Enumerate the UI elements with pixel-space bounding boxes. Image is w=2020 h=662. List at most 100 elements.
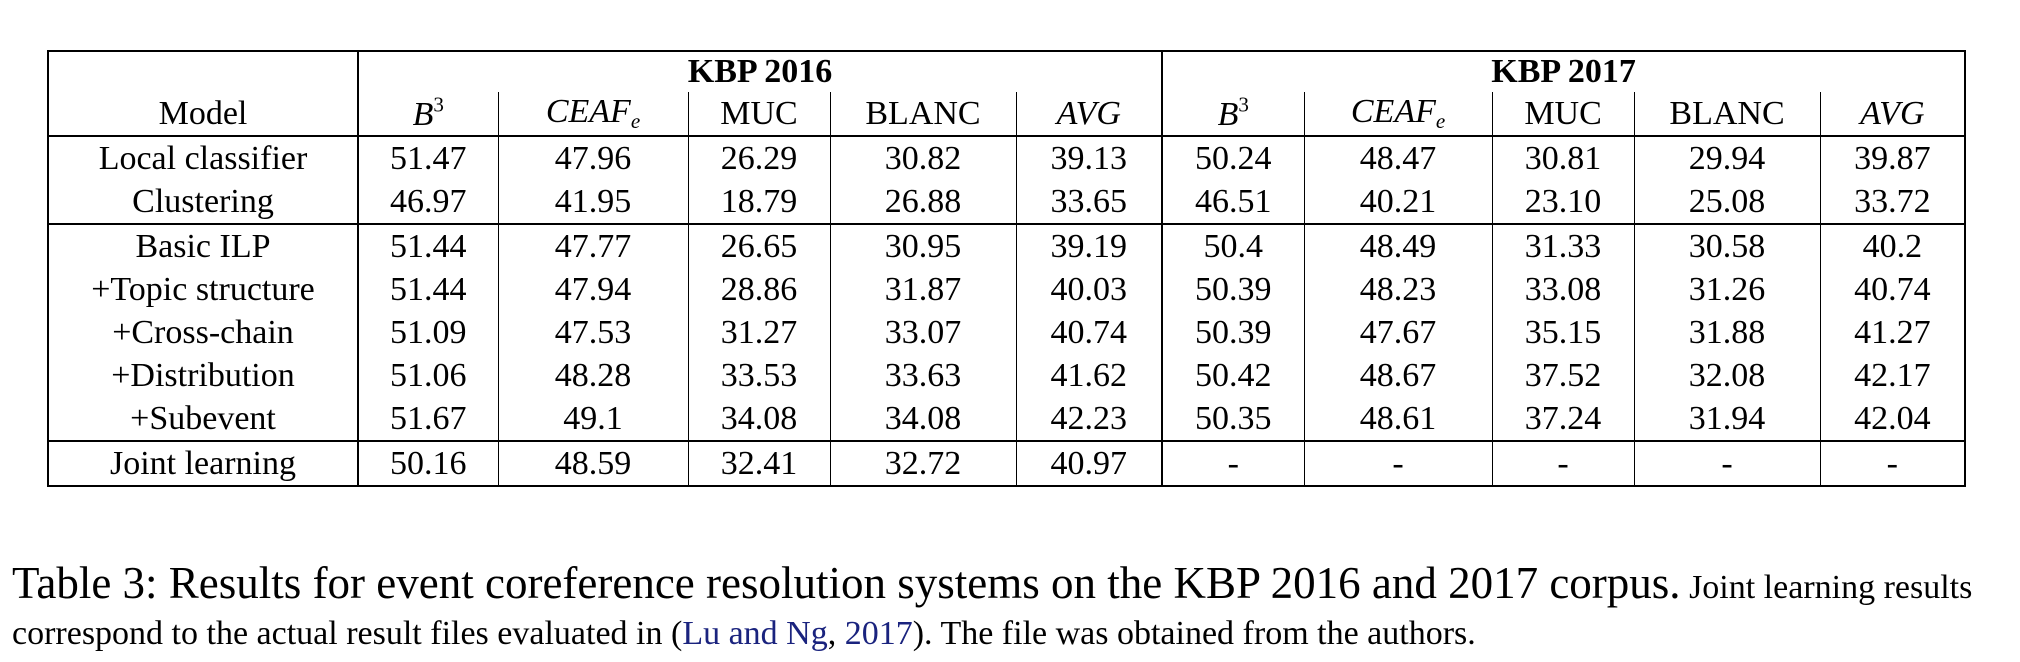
model-name-cell: +Topic structure [47,268,358,311]
model-name-cell: Clustering [47,180,358,224]
metric-header-kbp2017-ceaf: CEAFe [1303,92,1493,137]
metric-symbol: B3 [1217,92,1249,134]
score-cell: 39.13 [1015,136,1163,180]
score-cell: 40.21 [1303,180,1493,224]
score-cell: 41.62 [1015,354,1163,397]
score-cell: 31.94 [1633,397,1821,441]
score-cell: 30.58 [1633,223,1821,268]
score-cell: 51.09 [357,311,498,354]
model-name-cell: Local classifier [47,136,358,180]
metric-symbol: CEAFe [1350,93,1446,133]
metric-symbol: BLANC [1669,94,1785,132]
metric-symbol: BLANC [865,94,981,132]
score-cell: 48.59 [497,440,688,487]
score-cell: 33.07 [829,311,1016,354]
score-cell: 30.81 [1491,136,1635,180]
table-row: Basic ILP 51.44 47.77 26.65 30.95 39.19 50.4 48… [47,223,1967,268]
table-row: +Topic structure 51.44 47.94 28.86 31.87 40.0… [47,268,1967,311]
score-cell: 33.53 [687,354,830,397]
score-cell: 51.47 [357,136,498,180]
caption-note-after: ). The file was obtained from the author… [912,615,1476,652]
model-name-cell: +Cross-chain [47,311,358,354]
model-name-cell: +Distribution [47,354,358,397]
score-cell: 37.24 [1491,397,1635,441]
score-cell: 46.97 [357,180,498,224]
score-cell: 40.2 [1819,223,1967,268]
score-cell: 47.67 [1303,311,1493,354]
score-cell: 23.10 [1491,180,1635,224]
score-cell: 51.06 [357,354,498,397]
score-cell: 33.72 [1819,180,1967,224]
score-cell: - [1633,440,1821,487]
score-cell: 42.17 [1819,354,1967,397]
score-cell: 31.87 [829,268,1016,311]
model-name-cell: Basic ILP [47,223,358,268]
results-table: KBP 2016 KBP 2017 Model B3 CEAFe MUC BLANC A… [47,50,1967,487]
score-cell: - [1161,440,1305,487]
score-cell: 37.52 [1491,354,1635,397]
score-cell: 49.1 [497,397,688,441]
score-cell: 31.33 [1491,223,1635,268]
metric-header-row: Model B3 CEAFe MUC BLANC AVG B3 CEAFe MUC BLANC A… [47,92,1967,137]
metric-symbol: B3 [412,92,444,134]
score-cell: 50.35 [1161,397,1305,441]
score-cell: 42.23 [1015,397,1163,441]
score-cell: 35.15 [1491,311,1635,354]
score-cell: 18.79 [687,180,830,224]
score-cell: 40.97 [1015,440,1163,487]
score-cell: 31.27 [687,311,830,354]
score-cell: 39.19 [1015,223,1163,268]
metric-symbol: AVG [1860,94,1925,132]
score-cell: 32.41 [687,440,830,487]
score-cell: 51.44 [357,223,498,268]
citation-year-link[interactable]: 2017 [844,615,913,652]
score-cell: 46.51 [1161,180,1305,224]
score-cell: 50.42 [1161,354,1305,397]
metric-header-kbp2016-b: B3 [357,92,498,137]
metric-header-kbp2017-muc: MUC [1491,92,1635,137]
score-cell: 40.74 [1819,268,1967,311]
score-cell: 33.63 [829,354,1016,397]
score-cell: 48.28 [497,354,688,397]
score-cell: 39.87 [1819,136,1967,180]
table-row: Joint learning 50.16 48.59 32.41 32.72 40.97-… [47,440,1967,487]
score-cell: 32.72 [829,440,1016,487]
score-cell: 40.03 [1015,268,1163,311]
score-cell: 50.16 [357,440,498,487]
score-cell: - [1491,440,1635,487]
score-cell: 47.94 [497,268,688,311]
caption-main: Table 3: Results for event coreference r… [12,558,1681,608]
metric-header-kbp2016-muc: MUC [687,92,830,137]
table-row: Clustering 46.97 41.95 18.79 26.88 33.65 46.51… [47,180,1967,224]
score-cell: 28.86 [687,268,830,311]
table-row: +Distribution 51.06 48.28 33.53 33.63 41.62 50… [47,354,1967,397]
score-cell: 31.26 [1633,268,1821,311]
group-header-kbp2016: KBP 2016 [356,50,1163,92]
score-cell: 50.39 [1161,311,1305,354]
score-cell: 50.39 [1161,268,1305,311]
metric-header-kbp2017-blanc: BLANC [1633,92,1821,137]
score-cell: 48.49 [1303,223,1493,268]
metric-symbol: CEAFe [545,93,641,133]
citation-authors-link[interactable]: Lu and Ng [682,615,828,652]
score-cell: 26.65 [687,223,830,268]
score-cell: 51.67 [357,397,498,441]
score-cell: 32.08 [1633,354,1821,397]
score-cell: 48.61 [1303,397,1493,441]
model-header: Model [47,92,358,137]
score-cell: 51.44 [357,268,498,311]
metric-symbol: MUC [720,94,798,132]
score-cell: 34.08 [829,397,1016,441]
model-header-blank [47,50,358,92]
score-cell: 31.88 [1633,311,1821,354]
score-cell: 41.95 [497,180,688,224]
score-cell: 48.47 [1303,136,1493,180]
score-cell: 30.95 [829,223,1016,268]
caption-note-before: Joint learning results correspond to the… [12,569,1973,652]
score-cell: 25.08 [1633,180,1821,224]
table-body: Local classifier 51.47 47.96 26.29 30.82 39.1… [47,136,1967,487]
metric-header-kbp2016-avg: AVG [1015,92,1163,137]
score-cell: - [1819,440,1967,487]
caption-cite-sep: , [827,615,845,652]
metric-symbol: MUC [1524,94,1602,132]
